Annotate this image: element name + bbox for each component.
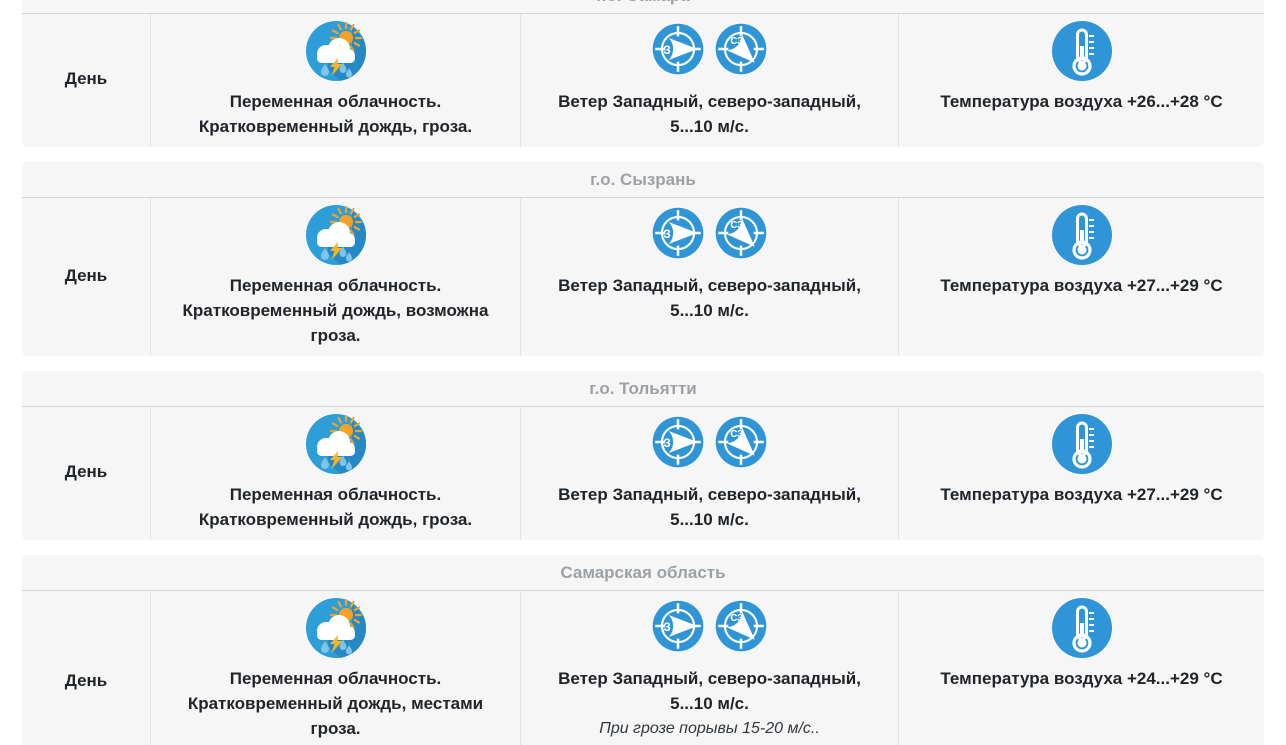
forecast-tables-wrap: г.о. Самара День Переменная облачность. … (22, 0, 1264, 745)
time-of-day-label: День (64, 69, 108, 88)
compass-west-wind-icon: З (651, 415, 705, 469)
weather-cell: Переменная облачность. Кратковременный д… (150, 591, 520, 745)
cloud-sun-lightning-rain-icon (304, 412, 368, 476)
forecast-row: День Переменная облачность. Кратковремен… (22, 591, 1264, 745)
thermometer-icon (1049, 596, 1114, 660)
time-of-day-cell: День (22, 407, 150, 540)
weather-description: Переменная облачность. Кратковременный д… (187, 669, 484, 745)
svg-text:СЗ: СЗ (730, 220, 743, 231)
wind-cell: З СЗ Ветер Западный, северо-западный, 5.… (520, 14, 898, 147)
forecast-row: День Переменная облачность. Кратковремен… (22, 407, 1264, 540)
svg-text:СЗ: СЗ (730, 36, 743, 47)
cloud-sun-lightning-rain-icon (304, 596, 368, 660)
cloud-sun-lightning-rain-icon (304, 203, 368, 267)
weather-cell: Переменная облачность. Кратковременный д… (150, 198, 520, 356)
wind-description: Ветер Западный, северо-западный, 5...10 … (558, 669, 861, 713)
forecast-table-tolyatti: г.о. Тольятти День Переменная облачность… (22, 371, 1264, 540)
forecast-table-syzran: г.о. Сызрань День Переменная облачность.… (22, 162, 1264, 356)
forecast-table-samara: г.о. Самара День Переменная облачность. … (22, 0, 1264, 147)
compass-west-wind-icon: З (651, 599, 705, 653)
compass-northwest-wind-icon: СЗ (714, 599, 768, 653)
thermometer-icon (1049, 412, 1114, 476)
region-name: г.о. Самара (596, 0, 690, 5)
svg-text:СЗ: СЗ (730, 429, 743, 440)
weather-cell: Переменная облачность. Кратковременный д… (150, 407, 520, 540)
region-name: г.о. Сызрань (590, 170, 696, 189)
wind-cell: З СЗ Ветер Западный, северо-западный, 5.… (520, 198, 898, 356)
wind-description: Ветер Западный, северо-западный, 5...10 … (558, 276, 861, 320)
region-header: г.о. Тольятти (22, 371, 1264, 407)
temperature-cell: Температура воздуха +27...+29 °C (898, 407, 1264, 540)
svg-text:З: З (663, 436, 670, 450)
svg-text:З: З (663, 620, 670, 634)
compass-northwest-wind-icon: СЗ (714, 22, 768, 76)
weather-cell: Переменная облачность. Кратковременный д… (150, 14, 520, 147)
time-of-day-label: День (64, 265, 108, 285)
time-of-day-cell: День (22, 591, 150, 745)
weather-description: Переменная облачность. Кратковременный д… (198, 485, 473, 529)
compass-northwest-wind-icon: СЗ (714, 415, 768, 469)
wind-cell: З СЗ Ветер Западный, северо-западный, 5.… (520, 407, 898, 540)
temperature-text: Температура воздуха +27...+29 °C (940, 276, 1223, 295)
forecast-table-samara-oblast: Самарская область День Переменная облачн… (22, 555, 1264, 745)
temperature-text: Температура воздуха +27...+29 °C (940, 485, 1223, 504)
temperature-cell: Температура воздуха +26...+28 °C (898, 14, 1264, 147)
compass-west-wind-icon: З (651, 22, 705, 76)
region-header: Самарская область (22, 555, 1264, 591)
time-of-day-cell: День (22, 198, 150, 356)
wind-note: При грозе порывы 15-20 м/с.. (599, 720, 820, 737)
temperature-cell: Температура воздуха +24...+29 °C (898, 591, 1264, 745)
region-header: г.о. Самара (22, 0, 1264, 14)
temperature-cell: Температура воздуха +27...+29 °C (898, 198, 1264, 356)
thermometer-icon (1049, 203, 1114, 267)
time-of-day-label: День (64, 462, 108, 481)
weather-description: Переменная облачность. Кратковременный д… (198, 92, 473, 136)
region-name: г.о. Тольятти (589, 379, 697, 398)
wind-cell: З СЗ Ветер Западный, северо-западный, 5.… (520, 591, 898, 745)
weather-description: Переменная облачность. Кратковременный д… (182, 276, 489, 345)
forecast-row: День Переменная облачность. Кратковремен… (22, 14, 1264, 147)
wind-description: Ветер Западный, северо-западный, 5...10 … (558, 485, 861, 529)
temperature-text: Температура воздуха +24...+29 °C (940, 669, 1223, 688)
svg-text:З: З (663, 227, 670, 241)
region-name: Самарская область (560, 563, 726, 582)
compass-northwest-wind-icon: СЗ (714, 206, 768, 260)
wind-description: Ветер Западный, северо-западный, 5...10 … (558, 92, 861, 136)
temperature-text: Температура воздуха +26...+28 °C (940, 92, 1223, 111)
thermometer-icon (1049, 19, 1114, 83)
time-of-day-label: День (64, 671, 108, 690)
svg-text:СЗ: СЗ (730, 613, 743, 624)
compass-west-wind-icon: З (651, 206, 705, 260)
region-header: г.о. Сызрань (22, 162, 1264, 198)
svg-text:З: З (663, 43, 670, 57)
time-of-day-cell: День (22, 14, 150, 147)
forecast-row: День Переменная облачность. Кратковремен… (22, 198, 1264, 356)
cloud-sun-lightning-rain-icon (304, 19, 368, 83)
